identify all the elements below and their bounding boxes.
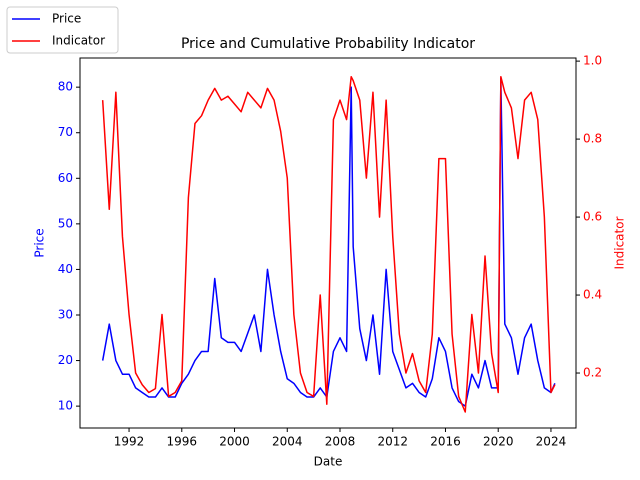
chart-title: Price and Cumulative Probability Indicat… xyxy=(181,36,475,52)
y-tick-label: 50 xyxy=(58,216,73,230)
y-tick-label: 60 xyxy=(58,171,73,185)
y-tick-label: 40 xyxy=(58,262,73,276)
y2-tick-label: 0.6 xyxy=(583,210,602,224)
y-tick-label: 10 xyxy=(58,399,73,413)
x-tick-label: 2004 xyxy=(272,435,303,449)
legend-label: Price xyxy=(52,12,81,26)
x-tick-label: 1996 xyxy=(167,435,198,449)
y-axis-label: Price xyxy=(33,228,47,257)
x-tick-label: 1992 xyxy=(114,435,145,449)
x-tick-label: 2008 xyxy=(325,435,356,449)
series-line xyxy=(101,77,556,407)
x-tick-label: 2012 xyxy=(377,435,408,449)
x-tick-label: 2000 xyxy=(219,435,250,449)
y2-tick-label: 0.2 xyxy=(583,366,602,380)
y-tick-label: 70 xyxy=(58,125,73,139)
y2-tick-label: 1.0 xyxy=(583,54,602,68)
y-tick-label: 30 xyxy=(58,307,73,321)
y-tick-label: 80 xyxy=(58,80,73,94)
series-line xyxy=(101,75,556,413)
y2-tick-label: 0.8 xyxy=(583,132,602,146)
legend-label: Indicator xyxy=(52,34,105,48)
y2-axis-label: Indicator xyxy=(613,216,627,269)
x-tick-label: 2016 xyxy=(430,435,461,449)
x-tick-label: 2020 xyxy=(483,435,514,449)
y-tick-label: 20 xyxy=(58,353,73,367)
x-axis-label: Date xyxy=(314,455,343,469)
y2-tick-label: 0.4 xyxy=(583,288,602,302)
x-tick-label: 2024 xyxy=(536,435,567,449)
plot-frame xyxy=(79,57,577,429)
